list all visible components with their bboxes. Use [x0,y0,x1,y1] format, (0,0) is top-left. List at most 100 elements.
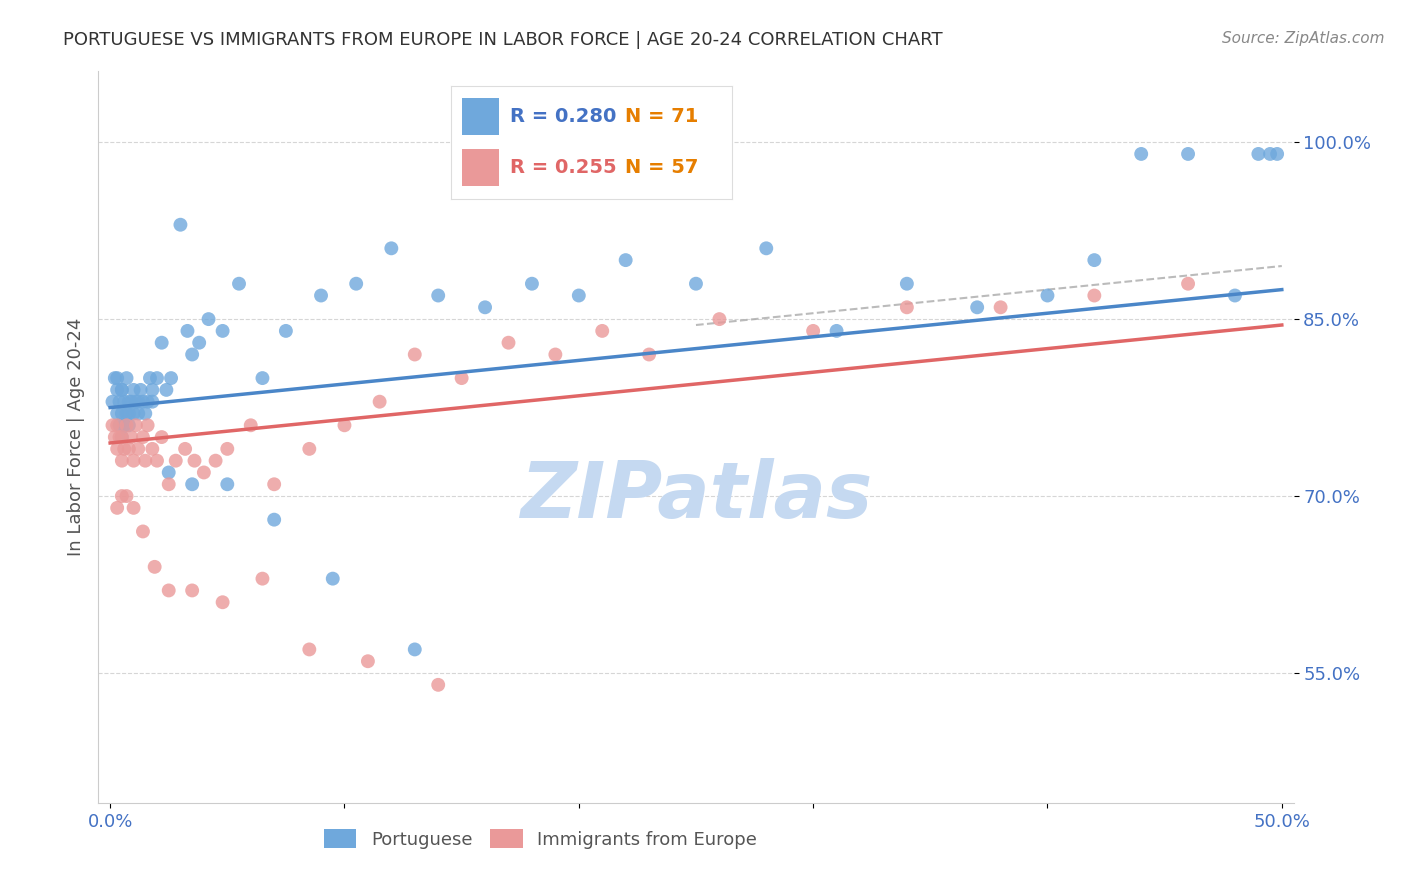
Point [157,477,180,491]
Point [111,407,134,421]
Point [404,347,426,361]
Legend: Portuguese, Immigrants from Europe: Portuguese, Immigrants from Europe [316,822,765,856]
Point [176,324,198,338]
Point [1083,288,1105,302]
Point [108,430,131,444]
Point [146,371,169,385]
Point [1036,288,1059,302]
Point [155,383,177,397]
Text: Source: ZipAtlas.com: Source: ZipAtlas.com [1222,31,1385,46]
Point [638,347,661,361]
Point [120,430,142,444]
Point [118,407,141,421]
Point [112,418,135,433]
Point [1130,147,1153,161]
Point [112,442,135,456]
Point [157,466,180,480]
Point [755,241,778,255]
Point [568,288,591,302]
Point [896,277,918,291]
Point [141,383,163,397]
Text: ZIPatlas: ZIPatlas [520,458,872,533]
Point [357,654,380,668]
Point [150,430,173,444]
Point [298,642,321,657]
Point [322,572,344,586]
Point [183,453,205,467]
Point [129,383,152,397]
Point [169,218,191,232]
Point [211,324,233,338]
Point [614,253,637,268]
Point [101,418,124,433]
Point [896,301,918,315]
Point [181,347,204,361]
Point [101,394,124,409]
Point [111,383,134,397]
Point [111,430,134,444]
Point [111,489,134,503]
Point [136,394,159,409]
Point [990,301,1012,315]
Point [127,442,149,456]
Point [239,418,262,433]
Point [105,371,128,385]
Point [115,407,138,421]
Point [108,394,131,409]
Point [1083,253,1105,268]
Point [344,277,367,291]
Point [427,678,450,692]
Point [966,301,988,315]
Point [217,442,239,456]
Point [274,324,297,338]
Point [157,583,180,598]
Point [105,418,128,433]
Point [111,383,134,397]
Point [685,277,707,291]
Point [122,383,145,397]
Point [427,288,450,302]
Point [125,394,148,409]
Point [120,394,142,409]
Point [132,394,155,409]
Point [165,453,187,467]
Point [298,442,321,456]
Point [263,513,285,527]
Point [115,418,138,433]
Point [132,430,155,444]
Point [134,453,156,467]
Point [404,642,426,657]
Point [136,418,159,433]
Point [181,477,204,491]
Point [544,347,567,361]
Point [174,442,197,456]
Point [1177,147,1199,161]
Point [115,489,138,503]
Point [1265,147,1288,161]
Point [801,324,824,338]
Point [141,394,163,409]
Point [825,324,848,338]
Point [520,277,543,291]
Point [211,595,233,609]
Point [709,312,731,326]
Point [143,559,166,574]
Point [112,394,135,409]
Point [115,371,138,385]
Point [474,301,496,315]
Point [188,335,211,350]
Text: PORTUGUESE VS IMMIGRANTS FROM EUROPE IN LABOR FORCE | AGE 20-24 CORRELATION CHAR: PORTUGUESE VS IMMIGRANTS FROM EUROPE IN … [63,31,943,49]
Point [127,407,149,421]
Point [309,288,332,302]
Point [105,442,128,456]
Point [1223,288,1246,302]
Point [1247,147,1270,161]
Point [108,418,131,433]
Point [132,524,155,539]
Point [1177,277,1199,291]
Point [333,418,356,433]
Point [125,418,148,433]
Point [450,371,472,385]
Point [252,572,274,586]
Point [217,477,239,491]
